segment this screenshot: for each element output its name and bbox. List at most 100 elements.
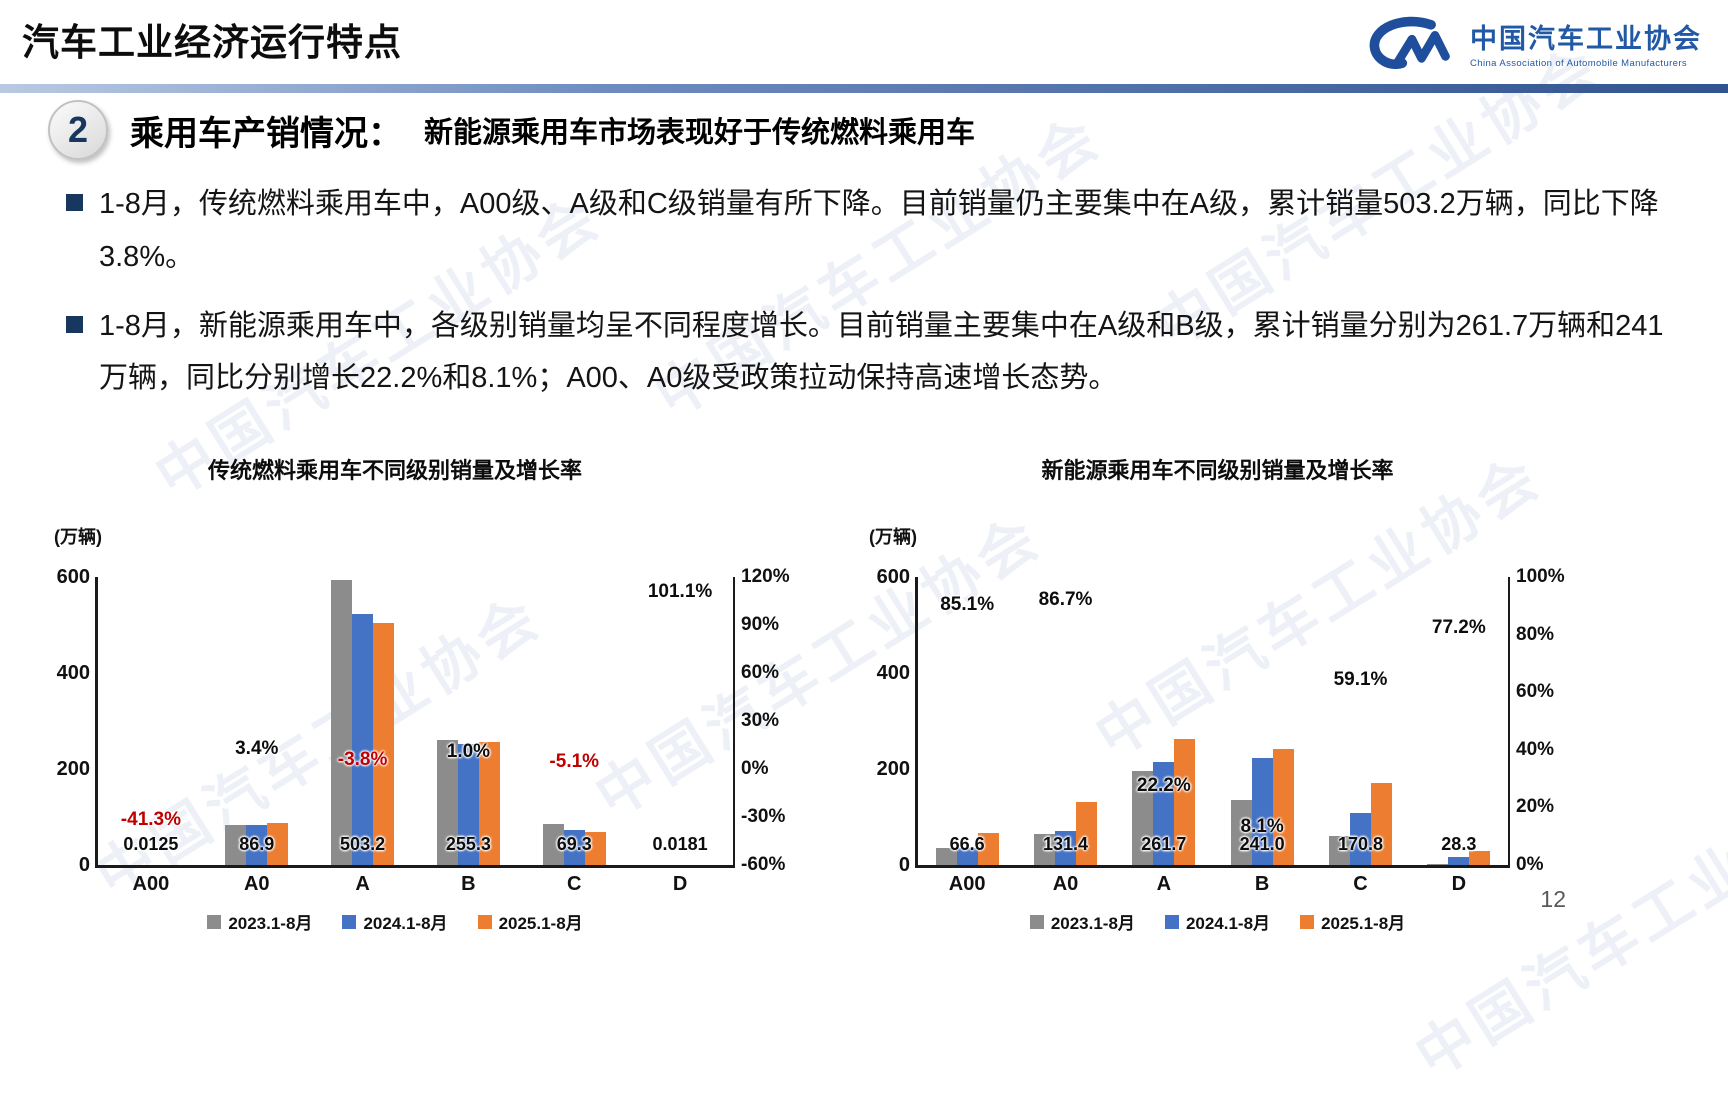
bullet-square-icon: [66, 194, 83, 211]
y-axis-tick: 400: [56, 662, 90, 684]
bar-A-2025.1-8月: [1174, 739, 1196, 865]
growth-label: 86.7%: [1038, 589, 1093, 611]
bullet-list: 1-8月，传统燃料乘用车中，A00级、A级和C级销量有所下降。目前销量仍主要集中…: [66, 178, 1666, 421]
pct-axis-tick: 30%: [741, 710, 780, 731]
bar-B-2025.1-8月: [1272, 749, 1294, 865]
growth-label: 101.1%: [647, 581, 713, 603]
category-label: A: [1156, 873, 1172, 895]
bar-B-2024.1-8月: [457, 743, 479, 865]
org-name-cn: 中国汽车工业协会: [1470, 24, 1702, 54]
bar-C-2023.1-8月: [542, 824, 564, 865]
category-label: D: [672, 873, 688, 895]
y-axis-tick: 600: [56, 566, 90, 588]
category-label: A0: [1052, 873, 1079, 895]
value-label: 261.7: [1141, 834, 1187, 854]
chart-traditional-fuel: 传统燃料乘用车不同级别销量及增长率 (万辆) 600 400 200 0 120% 90%…: [40, 447, 840, 959]
axis-unit-label: (万辆): [54, 527, 102, 547]
bullet-item: 1-8月，新能源乘用车中，各级别销量均呈不同程度增长。目前销量主要集中在A级和B…: [66, 300, 1666, 406]
y-axis-tick: 0: [78, 854, 90, 876]
chart-legend: 2023.1-8月 2024.1-8月 2025.1-8月: [855, 909, 1670, 934]
pct-axis-tick: 120%: [741, 566, 790, 587]
section-number-badge: 2: [48, 100, 108, 160]
category-label: C: [567, 873, 582, 895]
value-label: 131.4: [1042, 834, 1089, 854]
section-subheading: 新能源乘用车市场表现好于传统燃料乘用车: [424, 117, 976, 149]
legend-swatch-icon: [1164, 914, 1179, 929]
pct-axis-tick: 20%: [1516, 796, 1555, 818]
bullet-square-icon: [66, 315, 83, 333]
value-label: 255.3: [445, 834, 491, 854]
growth-label: -5.1%: [549, 751, 600, 773]
bar-A0-2024.1-8月: [1055, 831, 1076, 865]
category-label: B: [1254, 873, 1270, 895]
legend-item: 2024.1-8月: [1164, 909, 1271, 934]
bar-A-2024.1-8月: [352, 613, 374, 865]
growth-label: 22.2%: [1136, 775, 1191, 797]
value-label: 241.0: [1239, 834, 1285, 854]
bar-B-2025.1-8月: [478, 742, 500, 865]
caam-logo-icon: [1369, 16, 1450, 69]
org-logo: 中国汽车工业协会 China Association of Automobile…: [1362, 14, 1702, 72]
legend-label: 2025.1-8月: [1321, 914, 1406, 933]
value-label: 0.0125: [123, 834, 179, 854]
legend-item: 2024.1-8月: [342, 909, 448, 934]
pct-axis-tick: -30%: [741, 806, 786, 827]
chart-legend: 2023.1-8月 2024.1-8月 2025.1-8月: [40, 909, 840, 934]
growth-label: 85.1%: [940, 593, 995, 615]
y-axis-tick: 200: [56, 758, 90, 780]
pct-axis-tick: 90%: [741, 614, 780, 635]
growth-label: 1.0%: [446, 741, 491, 763]
pct-axis-tick: 100%: [1516, 566, 1565, 587]
pct-axis-tick: 60%: [741, 662, 780, 683]
bar-A0-2025.1-8月: [1076, 801, 1097, 865]
growth-label: 77.2%: [1431, 616, 1486, 638]
legend-item: 2023.1-8月: [1029, 909, 1135, 934]
legend-swatch-icon: [342, 914, 357, 929]
bar-B-2023.1-8月: [1230, 800, 1252, 865]
y-axis-tick: 0: [898, 854, 910, 876]
bar-C-2024.1-8月: [563, 829, 585, 865]
bar-A-2025.1-8月: [373, 623, 395, 865]
y-axis-tick: 600: [876, 566, 910, 588]
category-label: A: [355, 873, 370, 895]
category-label: C: [1353, 873, 1368, 895]
value-label: 86.9: [239, 834, 275, 854]
growth-label: 59.1%: [1333, 668, 1388, 690]
category-label: A0: [243, 873, 270, 895]
bullet-text: 1-8月，传统燃料乘用车中，A00级、A级和C级销量有所下降。目前销量仍主要集中…: [99, 188, 1659, 273]
bar-C-2025.1-8月: [1371, 783, 1392, 865]
value-label: 28.3: [1441, 834, 1477, 854]
bar-B-2024.1-8月: [1251, 757, 1273, 865]
bar-A0-2025.1-8月: [267, 823, 289, 865]
legend-item: 2023.1-8月: [207, 909, 312, 934]
header-divider: [0, 84, 1728, 93]
legend-swatch-icon: [207, 914, 222, 929]
category-label: A00: [948, 873, 986, 895]
chart-new-energy: 新能源乘用车不同级别销量及增长率 (万辆) 600 400 200 0 100% 80% 6…: [855, 447, 1670, 959]
bar-A-2023.1-8月: [1132, 771, 1154, 865]
legend-swatch-icon: [477, 914, 492, 929]
org-name-en: China Association of Automobile Manufact…: [1470, 58, 1688, 69]
value-label: 170.8: [1337, 834, 1384, 854]
category-label: A00: [132, 873, 170, 895]
pct-axis-tick: 0%: [741, 758, 769, 779]
legend-label: 2024.1-8月: [1185, 914, 1271, 933]
value-label: 0.0181: [652, 834, 708, 854]
bar-B-2023.1-8月: [436, 740, 458, 865]
category-label: B: [461, 873, 476, 895]
value-label: 66.6: [949, 834, 985, 854]
legend-label: 2023.1-8月: [1050, 914, 1135, 933]
bar-D-2024.1-8月: [1448, 857, 1470, 865]
legend-label: 2025.1-8月: [498, 914, 583, 933]
legend-item: 2025.1-8月: [477, 909, 583, 934]
legend-swatch-icon: [1300, 914, 1315, 929]
growth-label: 3.4%: [235, 737, 279, 759]
plot-area: 600 400 200 0 120% 90% 60% 30% 0% -30% -60% A00 0.01…: [57, 566, 790, 895]
bullet-text: 1-8月，新能源乘用车中，各级别销量均呈不同程度增长。目前销量主要集中在A级和B…: [99, 309, 1664, 395]
legend-label: 2024.1-8月: [363, 914, 448, 933]
pct-axis-tick: 40%: [1516, 738, 1555, 760]
bar-A00-2025.1-8月: [977, 833, 999, 865]
bar-C-2023.1-8月: [1329, 836, 1350, 865]
legend-label: 2023.1-8月: [228, 914, 313, 933]
bar-C-2025.1-8月: [584, 831, 606, 865]
